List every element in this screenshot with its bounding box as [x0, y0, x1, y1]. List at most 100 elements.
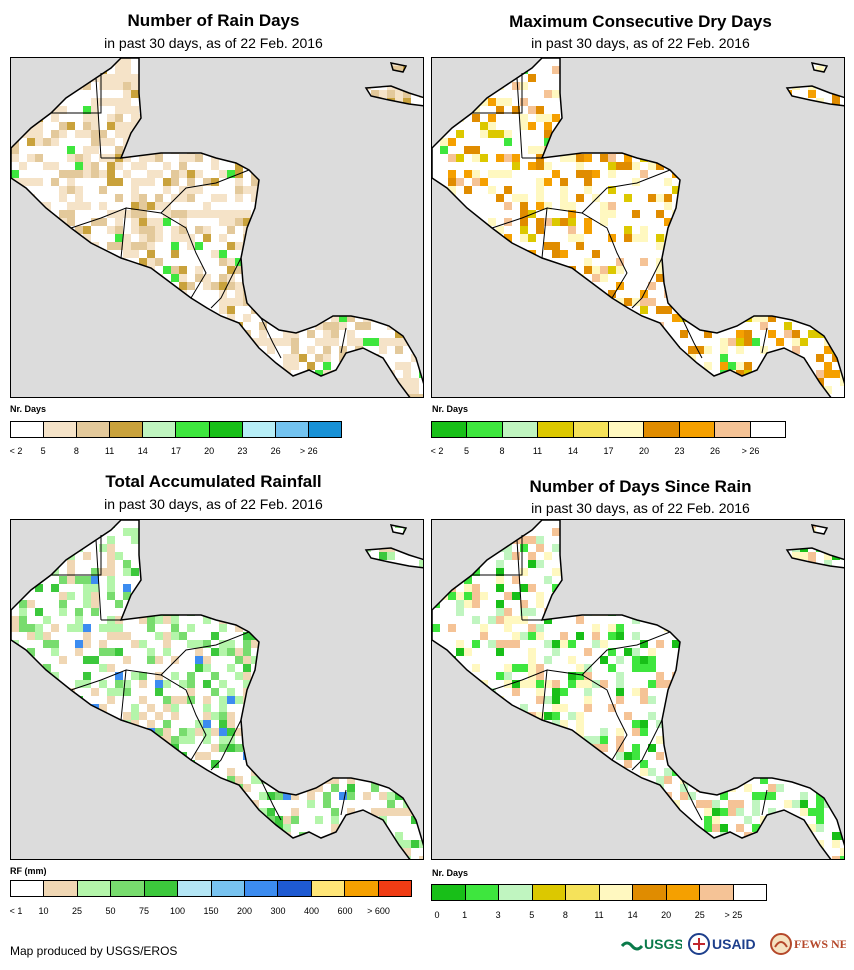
grid-cell	[800, 784, 808, 792]
grid-cell	[712, 728, 720, 736]
grid-cell	[355, 394, 363, 397]
grid-cell	[816, 106, 824, 114]
grid-cell	[696, 210, 704, 218]
grid-cell	[736, 394, 744, 397]
grid-cell	[680, 696, 688, 704]
grid-cell	[387, 154, 395, 162]
grid-cell	[275, 58, 283, 66]
grid-cell	[536, 218, 544, 226]
grid-cell	[291, 536, 299, 544]
grid-cell	[83, 736, 91, 744]
grid-cell	[792, 138, 800, 146]
grid-cell	[488, 760, 496, 768]
grid-cell	[592, 290, 600, 298]
grid-cell	[688, 584, 696, 592]
grid-cell	[395, 712, 403, 720]
grid-cell	[147, 624, 155, 632]
grid-cell	[243, 672, 251, 680]
grid-cell	[592, 736, 600, 744]
grid-cell	[235, 146, 243, 154]
grid-cell	[307, 576, 315, 584]
grid-cell	[363, 840, 371, 848]
grid-cell	[123, 346, 131, 354]
grid-cell	[816, 656, 824, 664]
grid-cell	[331, 90, 339, 98]
grid-cell	[704, 330, 712, 338]
grid-cell	[568, 306, 576, 314]
grid-cell	[315, 552, 323, 560]
grid-cell	[11, 98, 19, 106]
grid-cell	[544, 640, 552, 648]
grid-cell	[243, 784, 251, 792]
grid-cell	[35, 314, 43, 322]
grid-cell	[600, 114, 608, 122]
grid-cell	[403, 624, 411, 632]
grid-cell	[832, 314, 840, 322]
grid-cell	[832, 258, 840, 266]
grid-cell	[704, 266, 712, 274]
grid-cell	[75, 688, 83, 696]
grid-cell	[712, 322, 720, 330]
grid-cell	[155, 154, 163, 162]
grid-cell	[720, 616, 728, 624]
grid-cell	[147, 234, 155, 242]
grid-cell	[496, 680, 504, 688]
grid-cell	[51, 258, 59, 266]
grid-cell	[19, 832, 27, 840]
grid-cell	[560, 194, 568, 202]
grid-cell	[776, 234, 784, 242]
grid-cell	[67, 146, 75, 154]
grid-cell	[395, 664, 403, 672]
grid-cell	[752, 314, 760, 322]
grid-cell	[608, 600, 616, 608]
grid-cell	[355, 648, 363, 656]
grid-cell	[211, 848, 219, 856]
grid-cell	[107, 226, 115, 234]
grid-cell	[387, 194, 395, 202]
grid-cell	[680, 394, 688, 397]
grid-cell	[840, 322, 844, 330]
grid-cell	[688, 106, 696, 114]
grid-cell	[235, 210, 243, 218]
grid-cell	[432, 664, 440, 672]
grid-cell	[832, 728, 840, 736]
grid-cell	[648, 130, 656, 138]
grid-cell	[27, 74, 35, 82]
grid-cell	[552, 704, 560, 712]
grid-cell	[512, 106, 520, 114]
grid-cell	[411, 274, 419, 282]
grid-cell	[672, 282, 680, 290]
grid-cell	[163, 616, 171, 624]
grid-cell	[736, 378, 744, 386]
grid-cell	[35, 386, 43, 394]
grid-cell	[592, 266, 600, 274]
grid-cell	[323, 824, 331, 832]
grid-cell	[363, 378, 371, 386]
grid-cell	[323, 186, 331, 194]
grid-cell	[736, 808, 744, 816]
grid-cell	[27, 298, 35, 306]
grid-cell	[456, 592, 464, 600]
grid-cell	[403, 298, 411, 306]
grid-cell	[624, 664, 632, 672]
grid-cell	[688, 736, 696, 744]
grid-cell	[379, 290, 387, 298]
grid-cell	[243, 66, 251, 74]
grid-cell	[147, 808, 155, 816]
grid-cell	[27, 720, 35, 728]
grid-cell	[411, 154, 419, 162]
grid-cell	[155, 688, 163, 696]
grid-cell	[299, 648, 307, 656]
grid-cell	[744, 234, 752, 242]
grid-cell	[736, 386, 744, 394]
grid-cell	[59, 656, 67, 664]
grid-cell	[83, 584, 91, 592]
grid-cell	[395, 720, 403, 728]
grid-cell	[171, 704, 179, 712]
grid-cell	[616, 592, 624, 600]
grid-cell	[363, 354, 371, 362]
grid-cell	[432, 792, 440, 800]
grid-cell	[163, 568, 171, 576]
grid-cell	[259, 768, 267, 776]
grid-cell	[171, 752, 179, 760]
